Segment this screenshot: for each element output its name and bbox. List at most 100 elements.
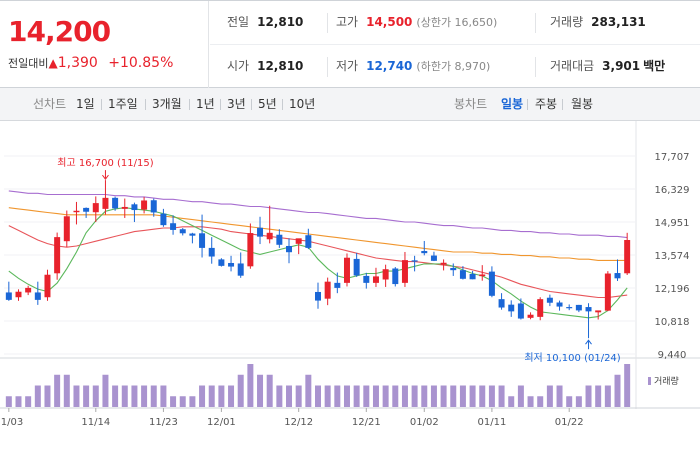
- candle-body: [170, 223, 177, 230]
- volume-bar: [208, 385, 215, 407]
- divider: [282, 99, 283, 110]
- high-arrow-head: [102, 174, 109, 180]
- ma120-line: [8, 190, 628, 239]
- open-label: 시가: [227, 59, 250, 73]
- tab-1day[interactable]: 1일: [76, 97, 95, 111]
- candle-body: [382, 269, 389, 280]
- ma60-line: [8, 207, 628, 261]
- volume-bar: [25, 396, 32, 407]
- line-chart-label: 선차트: [33, 97, 67, 111]
- volume-bar: [286, 385, 293, 407]
- quote-header: 14,200 전일대비▲1,390 +10.85% 전일 12,810 고가 14,…: [0, 0, 700, 88]
- candle-body: [44, 274, 51, 298]
- y-tick-label: 16,329: [655, 185, 690, 196]
- high-label: 고가: [336, 15, 359, 29]
- volume-bar: [295, 385, 302, 407]
- y-tick-label: 9,440: [658, 350, 687, 361]
- volume-bar: [34, 385, 41, 407]
- volume-bar: [92, 385, 99, 407]
- volume-bar: [324, 385, 331, 407]
- candle-body: [189, 233, 196, 236]
- volume-bar: [5, 396, 12, 407]
- candle-body: [295, 238, 302, 244]
- volume-bar: [537, 396, 544, 407]
- candle-body: [566, 307, 573, 309]
- volume-bar: [440, 385, 447, 407]
- volume-bar: [382, 385, 389, 407]
- volume-bar: [189, 396, 196, 407]
- candle-body: [102, 197, 109, 209]
- current-price: 14,200: [8, 15, 111, 48]
- volume-bar: [121, 385, 128, 407]
- volume-bar: [614, 374, 621, 407]
- divider: [327, 13, 328, 33]
- tab-3year[interactable]: 3년: [227, 97, 246, 111]
- candle-body: [508, 304, 515, 312]
- volume-bar: [450, 385, 457, 407]
- candle-body: [401, 260, 408, 283]
- volume-bar: [218, 385, 225, 407]
- candle-body: [343, 257, 350, 283]
- amount-value: 3,901: [602, 59, 641, 73]
- volume-bar: [334, 385, 341, 407]
- volume-bar: [170, 396, 177, 407]
- candle-body: [440, 262, 447, 265]
- y-tick-label: 12,196: [655, 284, 690, 295]
- divider: [527, 99, 528, 110]
- volume-value: 283,131: [591, 15, 646, 29]
- candle-body: [624, 239, 631, 274]
- volume-bar: [160, 385, 167, 407]
- low-label: 저가: [336, 59, 359, 73]
- trade-amount: 거래대금 3,901 백만: [550, 45, 665, 88]
- volume-bar: [604, 385, 611, 407]
- volume-bar: [343, 385, 350, 407]
- candle-body: [517, 303, 524, 319]
- candle-body: [450, 268, 457, 271]
- tab-monthly[interactable]: 월봉: [571, 97, 594, 111]
- tab-weekly[interactable]: 주봉: [535, 97, 558, 111]
- volume-bar: [73, 385, 80, 407]
- volume-legend-swatch: [648, 377, 651, 385]
- volume-bar: [276, 385, 283, 407]
- candle-body: [324, 281, 331, 299]
- tab-daily[interactable]: 일봉: [501, 97, 524, 111]
- candle-body: [92, 203, 99, 213]
- candle-body: [315, 291, 321, 301]
- candle-body: [334, 282, 341, 288]
- tab-1week[interactable]: 1주일: [108, 97, 138, 111]
- volume-bar: [141, 385, 148, 407]
- volume-bar: [44, 385, 51, 407]
- amount-unit: 백만: [643, 59, 666, 73]
- change-percent: +10.85%: [108, 55, 174, 71]
- candlestick-chart[interactable]: 17,707 16,329 14,951 13,574 12,196 10,818 9,44…: [0, 121, 700, 450]
- low-annotation: 최저 10,100 (01/24): [524, 352, 620, 364]
- volume-bar: [517, 385, 524, 407]
- volume-bar: [15, 396, 22, 407]
- tab-1year[interactable]: 1년: [196, 97, 215, 111]
- tab-5year[interactable]: 5년: [258, 97, 277, 111]
- volume: 거래량 283,131: [550, 1, 646, 44]
- tab-10year[interactable]: 10년: [289, 97, 316, 111]
- ma20-line: [8, 225, 628, 299]
- volume-bar: [112, 385, 119, 407]
- volume-bar: [228, 385, 235, 407]
- volume-bar: [257, 374, 264, 407]
- volume-bar: [527, 396, 534, 407]
- candle-body: [305, 235, 312, 248]
- divider: [327, 57, 328, 77]
- divider: [210, 44, 700, 45]
- tab-3month[interactable]: 3개월: [152, 97, 182, 111]
- day-high: 고가 14,500 (상한가 16,650): [336, 1, 497, 44]
- candle-body: [604, 273, 611, 311]
- divider: [145, 99, 146, 110]
- candle-body: [614, 273, 621, 279]
- candle-body: [179, 229, 186, 234]
- volume-bar: [508, 396, 515, 407]
- divider: [220, 99, 221, 110]
- candle-body: [276, 234, 283, 245]
- y-tick-label: 10,818: [655, 317, 690, 328]
- x-tick-label: 01/02: [410, 417, 439, 428]
- candle-body: [266, 232, 273, 240]
- x-tick-label: 12/01: [207, 417, 236, 428]
- low-value: 12,740: [366, 59, 413, 73]
